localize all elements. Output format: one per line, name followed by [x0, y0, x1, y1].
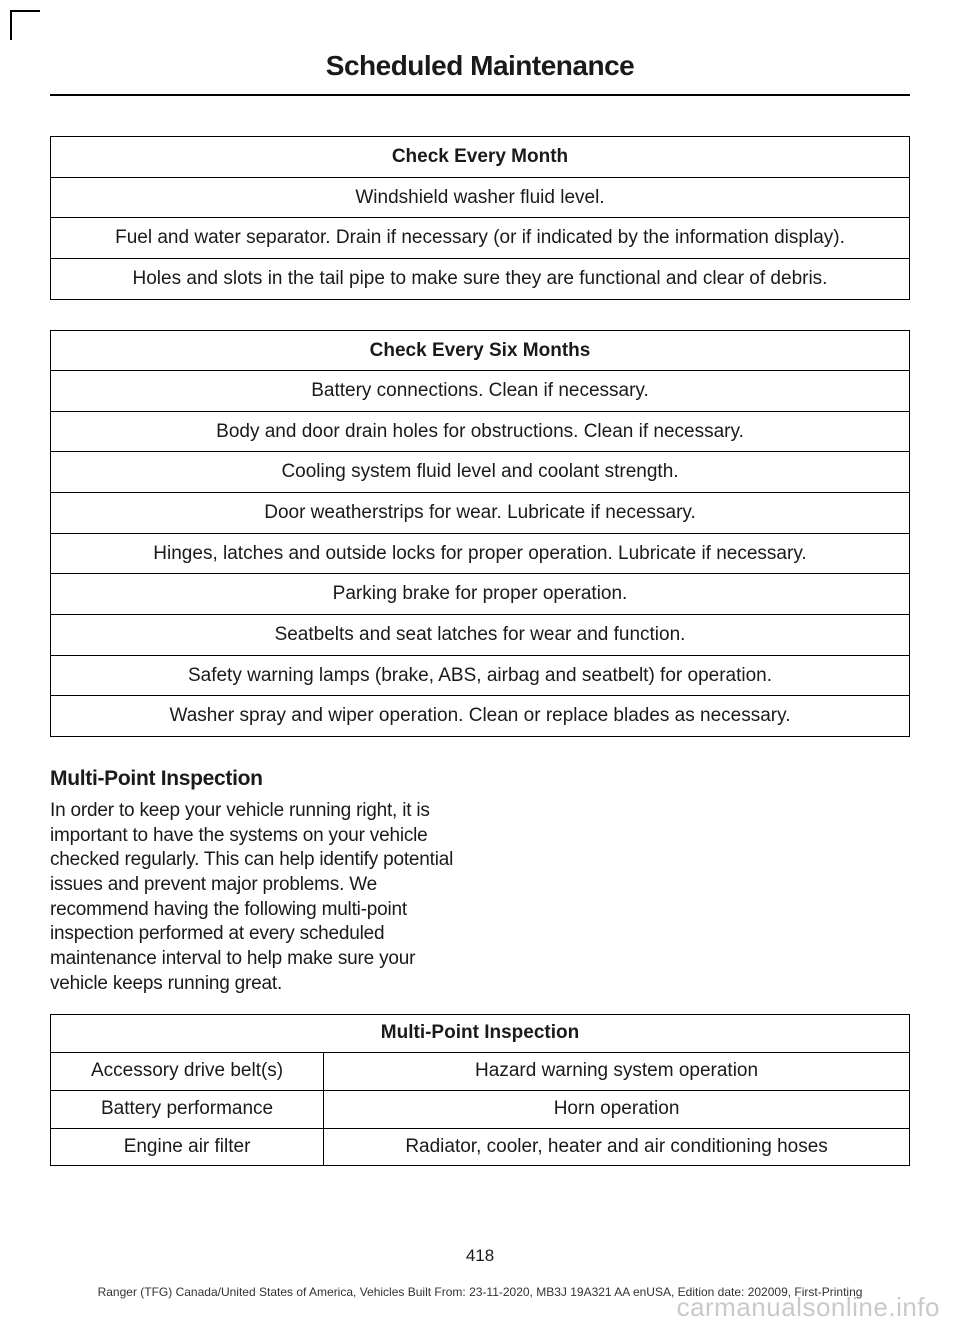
table-row: Parking brake for proper operation.	[51, 574, 910, 615]
title-divider	[50, 94, 910, 96]
table-cell: Horn operation	[324, 1090, 910, 1128]
table-header: Check Every Month	[51, 137, 910, 178]
table-cell: Radiator, cooler, heater and air conditi…	[324, 1128, 910, 1166]
check-every-six-months-table: Check Every Six Months Battery connectio…	[50, 330, 910, 737]
watermark: carmanualsonline.info	[677, 1292, 940, 1323]
table-row: Battery connections. Clean if necessary.	[51, 371, 910, 412]
crop-mark	[10, 10, 40, 40]
table-row: Washer spray and wiper operation. Clean …	[51, 696, 910, 737]
table-row: Safety warning lamps (brake, ABS, airbag…	[51, 655, 910, 696]
table-row: Body and door drain holes for obstructio…	[51, 411, 910, 452]
table-header: Multi-Point Inspection	[51, 1015, 910, 1053]
table-cell: Battery performance	[51, 1090, 324, 1128]
table-cell: Accessory drive belt(s)	[51, 1053, 324, 1091]
table-row: Holes and slots in the tail pipe to make…	[51, 258, 910, 299]
table-row: Cooling system fluid level and coolant s…	[51, 452, 910, 493]
table-cell: Engine air filter	[51, 1128, 324, 1166]
table-cell: Hazard warning system operation	[324, 1053, 910, 1091]
mpi-paragraph: In order to keep your vehicle running ri…	[50, 799, 470, 997]
multi-point-inspection-table: Multi-Point Inspection Accessory drive b…	[50, 1014, 910, 1166]
page-number: 418	[50, 1246, 910, 1266]
mpi-heading: Multi-Point Inspection	[50, 767, 910, 791]
page-content: Scheduled Maintenance Check Every Month …	[0, 0, 960, 1266]
page-title: Scheduled Maintenance	[50, 50, 910, 94]
table-row: Hinges, latches and outside locks for pr…	[51, 533, 910, 574]
table-header: Check Every Six Months	[51, 330, 910, 371]
table-row: Windshield washer fluid level.	[51, 177, 910, 218]
check-every-month-table: Check Every Month Windshield washer flui…	[50, 136, 910, 300]
table-row: Seatbelts and seat latches for wear and …	[51, 615, 910, 656]
table-row: Fuel and water separator. Drain if neces…	[51, 218, 910, 259]
table-row: Door weatherstrips for wear. Lubricate i…	[51, 493, 910, 534]
